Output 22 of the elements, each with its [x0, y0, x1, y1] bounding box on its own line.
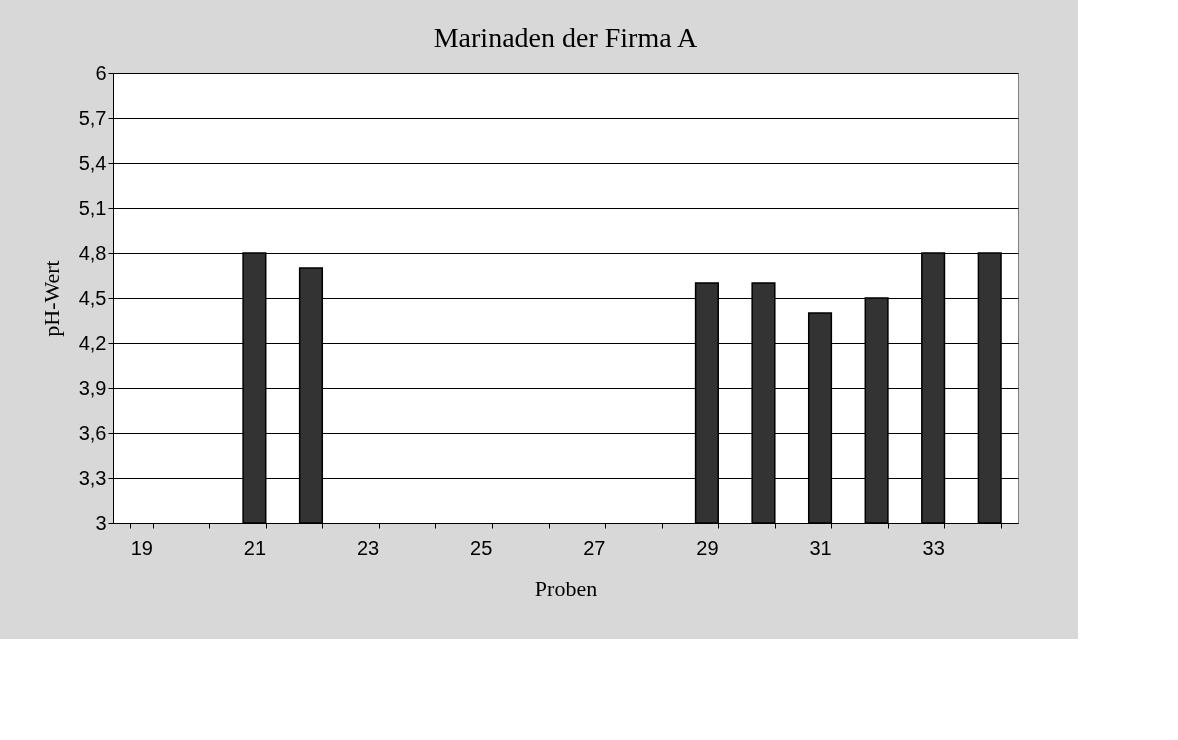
x-tick-label: 23 — [356, 536, 380, 559]
x-tick-label: 29 — [696, 536, 719, 559]
chart-title: Marinaden der Firma A — [433, 22, 699, 53]
x-tick-label: 31 — [809, 536, 832, 559]
y-tick-label: 6 — [95, 61, 107, 84]
y-tick-label: 3,6 — [78, 421, 107, 444]
y-tick-label: 4,8 — [78, 241, 107, 264]
x-tick-label: 21 — [243, 536, 267, 559]
y-tick-label: 5,1 — [78, 196, 107, 219]
y-tick-label: 3,9 — [78, 376, 107, 399]
x-tick-label: 19 — [130, 536, 153, 559]
x-tick-label: 27 — [583, 536, 606, 559]
y-tick-label: 5,7 — [78, 106, 107, 129]
y-tick-label: 4,5 — [78, 286, 107, 309]
x-axis-title: Proben — [534, 575, 598, 601]
x-tick-label: 33 — [922, 536, 945, 559]
y-tick-label: 4,2 — [78, 331, 107, 354]
y-tick-label: 3,3 — [78, 466, 107, 489]
y-tick-label: 3 — [95, 511, 107, 534]
y-axis-title: pH-Wert — [38, 260, 64, 337]
y-tick-label: 5,4 — [78, 151, 107, 174]
x-tick-label: 25 — [470, 536, 493, 559]
